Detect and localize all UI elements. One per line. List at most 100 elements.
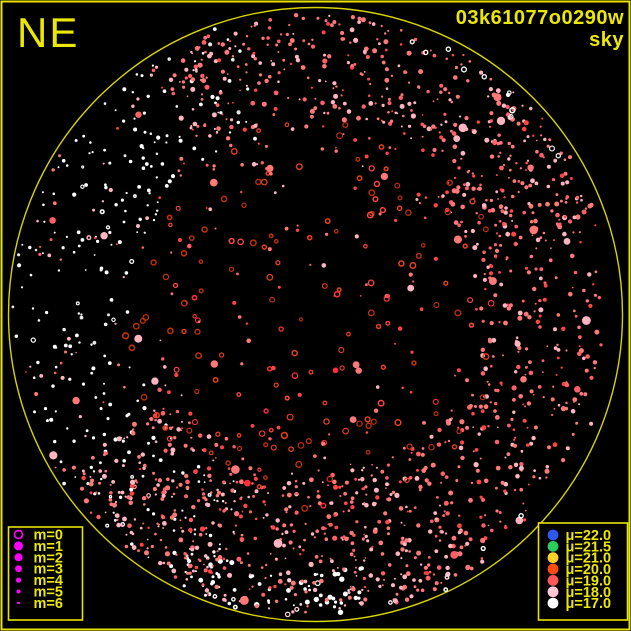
star [125,414,129,418]
star [524,185,529,190]
star [468,537,473,542]
star [39,374,44,378]
star [309,477,314,483]
star [418,578,423,583]
star [286,570,291,575]
star [278,326,284,332]
star [428,529,433,534]
star [181,80,186,84]
star [357,20,361,24]
star [286,481,292,486]
star [86,235,92,241]
star [100,477,103,481]
star [253,123,258,128]
star [218,547,221,551]
star [152,218,156,222]
star [460,204,466,210]
star [363,243,368,249]
star [183,552,187,556]
star [409,390,413,394]
star [336,571,341,577]
star [364,502,369,508]
star [302,39,306,43]
star [451,53,455,57]
star [571,432,575,436]
star [460,157,463,160]
star [75,301,80,306]
star [170,87,175,91]
star [103,382,105,385]
star [456,428,462,435]
star [20,286,24,289]
star [99,407,103,410]
star [533,310,536,313]
star [288,446,294,453]
star [465,425,469,430]
star [200,58,203,61]
star [215,494,220,498]
legend-m-row: m=3 [15,562,63,578]
star [284,122,290,128]
star [362,576,366,581]
star [34,248,38,252]
star [380,364,386,370]
star [216,550,219,553]
star [415,252,422,259]
star [125,310,130,314]
star [513,488,517,492]
star [504,456,507,459]
star [564,406,569,411]
star [142,466,146,470]
star [273,382,279,388]
star [207,492,212,497]
star [353,595,358,601]
star [489,321,494,326]
star [229,143,233,148]
star [316,490,320,493]
star [150,544,154,549]
star [185,571,190,575]
star [373,408,379,413]
star [146,188,151,193]
star [394,218,398,223]
star [407,81,411,84]
star [155,152,159,156]
star [546,164,551,169]
star [157,418,163,424]
star [138,468,142,471]
star [228,131,232,134]
star [141,166,146,170]
star [457,523,462,529]
star [154,418,157,422]
star [179,174,182,177]
star [197,558,200,561]
star [193,469,198,474]
star [453,220,459,225]
star [125,533,128,536]
star [230,488,235,493]
star [517,180,521,183]
star [196,465,201,469]
star [59,258,62,261]
star [471,128,474,132]
star [429,49,432,52]
star [236,120,240,125]
star [194,545,200,550]
star [511,219,514,222]
star [108,161,112,165]
star [142,406,147,411]
star [158,458,163,462]
star [167,442,172,447]
star [384,77,390,83]
star [312,581,316,585]
star [200,98,204,101]
star [375,527,378,530]
star [210,360,218,368]
star [164,384,167,387]
star [298,317,304,322]
star [203,496,207,500]
star [324,80,327,83]
star [349,588,352,591]
star [489,198,494,203]
star [364,416,371,423]
